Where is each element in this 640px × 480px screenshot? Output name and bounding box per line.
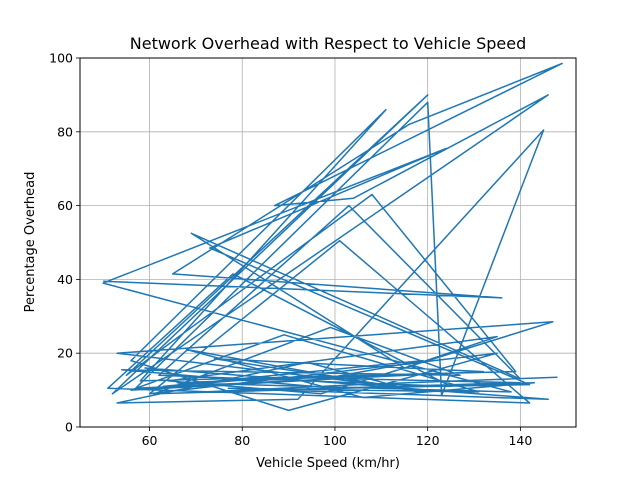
y-tick-label: 40 (57, 272, 73, 287)
series-layer (102, 62, 563, 412)
x-tick-label: 140 (508, 433, 532, 448)
x-axis-label: Vehicle Speed (km/hr) (256, 456, 400, 471)
series-line (102, 62, 563, 412)
chart-title: Network Overhead with Respect to Vehicle… (130, 34, 527, 53)
x-tick-label: 120 (416, 433, 440, 448)
y-tick-label: 80 (57, 124, 73, 139)
axis-ticks: 60 80 100 120 140 0 20 40 60 80 100 (49, 51, 532, 449)
x-tick-label: 80 (234, 433, 250, 448)
plot-area-frame (79, 57, 577, 428)
y-tick-label: 0 (65, 420, 73, 435)
y-axis-label: Percentage Overhead (23, 172, 38, 313)
y-tick-label: 20 (57, 346, 73, 361)
y-tick-label: 100 (49, 51, 73, 66)
x-tick-label: 60 (142, 433, 158, 448)
y-tick-label: 60 (57, 198, 73, 213)
x-tick-label: 100 (323, 433, 347, 448)
